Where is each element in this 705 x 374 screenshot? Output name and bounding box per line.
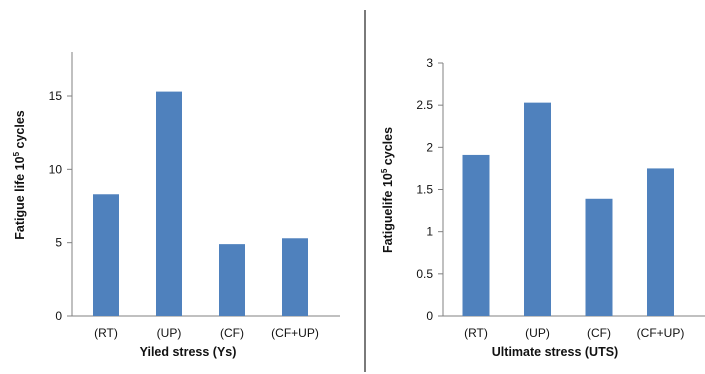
right-y-tick-label: 2 [426,140,433,154]
right-bar-cf [585,198,613,316]
left-category-label: (RT) [94,326,118,340]
right-category-label: (CF+UP) [637,326,685,340]
right-y-tick-label: 1 [426,225,433,239]
left-bar-up [156,91,182,316]
right-y-tick-label: 0 [426,309,433,323]
right-category-label: (UP) [525,326,550,340]
left-x-axis-title: Yiled stress (Ys) [140,345,237,359]
left-y-title-prefix: Fatigue life 10 [13,156,27,239]
right-y-title-prefix: Fatiguelife 10 [381,173,395,253]
right-y-axis-title: Fatiguelife 105 cycles [380,127,395,253]
right-y-tick-label: 3 [426,56,433,70]
left-bar-chart: 0 5 10 15 (RT) (UP) (CF) (CF+UP) Yiled stress (Y… [12,52,340,359]
left-bar-rt [93,194,119,316]
right-y-tick-label: 0.5 [416,267,433,281]
right-y-title-suffix: cycles [381,127,395,169]
right-y-tick-label: 1.5 [416,183,433,197]
right-y-tick-label: 2.5 [416,98,433,112]
left-bar-cf-up [282,238,308,316]
left-category-label: (CF) [220,326,244,340]
left-category-label: (CF+UP) [271,326,319,340]
left-y-axis-title: Fatigue life 105 cycles [12,110,27,240]
left-y-tick-label: 0 [55,309,62,323]
right-y-title-superscript: 5 [380,168,389,173]
left-bar-cf [219,244,245,316]
left-y-title-superscript: 5 [12,151,21,156]
left-y-tick-label: 15 [49,89,63,103]
right-category-label: (CF) [587,326,611,340]
right-x-axis-title: Ultimate stress (UTS) [492,345,618,359]
left-y-tick-label: 5 [55,236,62,250]
right-bar-up [524,102,551,317]
left-y-tick-label: 10 [49,162,63,176]
left-y-title-suffix: cycles [13,110,27,152]
right-category-label: (RT) [464,326,488,340]
right-bar-chart: 0 0.5 1 1.5 2 2.5 3 (RT) (UP) (CF) (CF+UP) Ultimate… [380,56,705,359]
right-bar-cf-up [647,168,674,316]
right-bar-rt [462,154,490,316]
left-category-label: (UP) [157,326,182,340]
